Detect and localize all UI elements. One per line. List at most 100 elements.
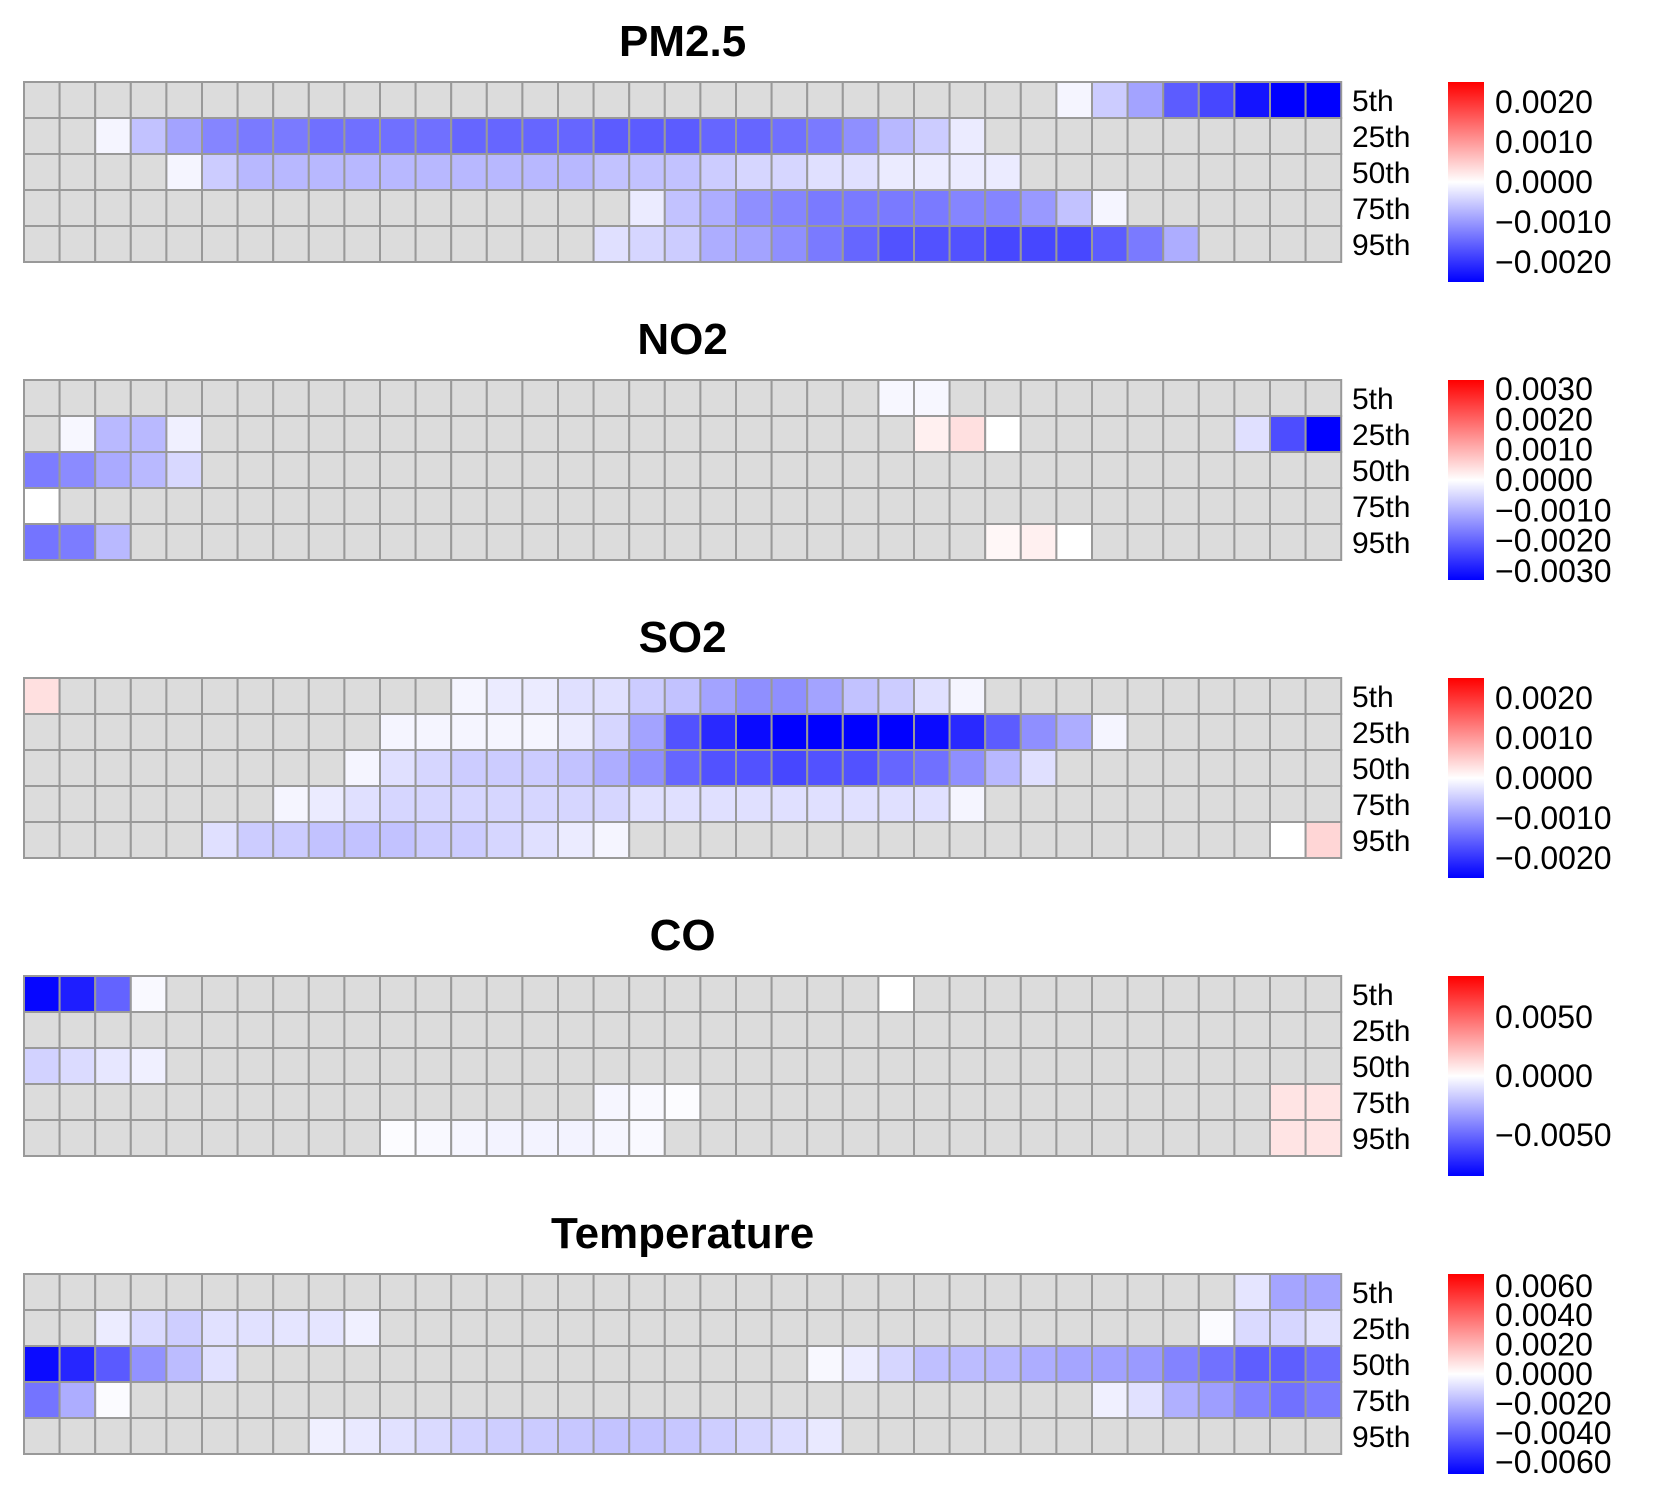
heatmap-cell-pm2-5-r4-c20 — [735, 225, 773, 263]
heatmap-cell-no2-r0-c34 — [1233, 379, 1272, 417]
heatmap-cell-no2-r1-c10 — [379, 415, 417, 453]
heatmap-cell-so2-r4-c32 — [1162, 821, 1200, 859]
heatmap-cell-co-r0-c0 — [23, 975, 61, 1013]
heatmap-cell-so2-r0-c1 — [58, 677, 97, 715]
heatmap-cell-so2-r2-c6 — [236, 749, 275, 787]
heatmap-cell-pm2-5-r3-c9 — [343, 189, 381, 227]
heatmap-cell-pm2-5-r0-c16 — [592, 81, 631, 119]
row-label-temperature-5th: 5th — [1352, 1277, 1394, 1310]
legend-tick-label-no2-4: −0.0010 — [1495, 492, 1612, 528]
heatmap-cell-co-r1-c25 — [913, 1011, 951, 1049]
heatmap-cell-pm2-5-r0-c6 — [236, 81, 275, 119]
heatmap-cell-no2-r1-c23 — [841, 415, 880, 453]
heatmap-cell-so2-r2-c35 — [1269, 749, 1307, 787]
heatmap-cell-no2-r1-c18 — [663, 415, 702, 453]
heatmap-cell-temperature-r4-c5 — [201, 1417, 239, 1455]
heatmap-cell-co-r4-c23 — [841, 1119, 880, 1157]
heatmap-cell-so2-r3-c1 — [58, 785, 97, 823]
heatmap-cell-so2-r2-c15 — [557, 749, 595, 787]
heatmap-cell-pm2-5-r3-c4 — [165, 189, 203, 227]
heatmap-cell-pm2-5-r2-c8 — [307, 153, 346, 191]
heatmap-cell-temperature-r3-c7 — [272, 1381, 310, 1419]
row-label-temperature-25th: 25th — [1352, 1313, 1410, 1346]
heatmap-cell-temperature-r4-c15 — [557, 1417, 595, 1455]
heatmap-cell-no2-r2-c7 — [272, 451, 310, 489]
heatmap-cell-pm2-5-r3-c3 — [129, 189, 168, 227]
heatmap-cell-so2-r2-c21 — [770, 749, 809, 787]
heatmap-cell-no2-r3-c6 — [236, 487, 275, 525]
heatmap-cell-co-r1-c8 — [307, 1011, 346, 1049]
heatmap-cell-no2-r2-c25 — [913, 451, 951, 489]
heatmap-cell-pm2-5-r3-c1 — [58, 189, 97, 227]
heatmap-cell-so2-r4-c21 — [770, 821, 809, 859]
heatmap-cell-so2-r4-c17 — [628, 821, 666, 859]
heatmap-cell-pm2-5-r0-c22 — [806, 81, 844, 119]
heatmap-cell-so2-r2-c25 — [913, 749, 951, 787]
heatmap-cell-co-r4-c3 — [129, 1119, 168, 1157]
heatmap-cell-co-r1-c34 — [1233, 1011, 1272, 1049]
heatmap-cell-no2-r3-c27 — [984, 487, 1022, 525]
heatmap-cell-no2-r0-c7 — [272, 379, 310, 417]
heatmap-cell-co-r4-c32 — [1162, 1119, 1200, 1157]
heatmap-cell-no2-r0-c26 — [948, 379, 987, 417]
heatmap-cell-co-r0-c12 — [450, 975, 488, 1013]
heatmap-cell-no2-r0-c36 — [1304, 379, 1343, 417]
heatmap-cell-pm2-5-r1-c36 — [1304, 117, 1343, 155]
heatmap-cell-co-r2-c12 — [450, 1047, 488, 1085]
heatmap-cell-temperature-r4-c9 — [343, 1417, 381, 1455]
heatmap-cell-pm2-5-r1-c26 — [948, 117, 987, 155]
heatmap-cell-so2-r4-c24 — [877, 821, 916, 859]
heatmap-cell-co-r3-c14 — [521, 1083, 560, 1121]
heatmap-cell-temperature-r1-c9 — [343, 1309, 381, 1347]
heatmap-cell-pm2-5-r0-c34 — [1233, 81, 1272, 119]
heatmap-cell-co-r4-c6 — [236, 1119, 275, 1157]
heatmap-cell-so2-r0-c9 — [343, 677, 381, 715]
heatmap-cell-co-r1-c29 — [1055, 1011, 1094, 1049]
heatmap-cell-so2-r1-c31 — [1126, 713, 1165, 751]
heatmap-cell-pm2-5-r1-c24 — [877, 117, 916, 155]
heatmap-cell-so2-r4-c26 — [948, 821, 987, 859]
heatmap-cell-no2-r2-c17 — [628, 451, 666, 489]
heatmap-cell-pm2-5-r2-c18 — [663, 153, 702, 191]
heatmap-cell-pm2-5-r4-c0 — [23, 225, 61, 263]
heatmap-cell-temperature-r4-c32 — [1162, 1417, 1200, 1455]
heatmap-cell-so2-r2-c10 — [379, 749, 417, 787]
heatmap-cell-no2-r4-c28 — [1019, 523, 1058, 561]
heatmap-cell-so2-r4-c2 — [94, 821, 132, 859]
heatmap-cell-co-r1-c32 — [1162, 1011, 1200, 1049]
heatmap-cell-so2-r0-c33 — [1197, 677, 1236, 715]
row-label-co-75th: 75th — [1352, 1087, 1410, 1120]
heatmap-cell-co-r1-c30 — [1091, 1011, 1129, 1049]
heatmap-cell-co-r0-c2 — [94, 975, 132, 1013]
heatmap-cell-pm2-5-r2-c30 — [1091, 153, 1129, 191]
heatmap-cell-temperature-r4-c28 — [1019, 1417, 1058, 1455]
heatmap-cell-pm2-5-r1-c13 — [485, 117, 524, 155]
heatmap-cell-pm2-5-r3-c33 — [1197, 189, 1236, 227]
heatmap-cell-no2-r4-c17 — [628, 523, 666, 561]
heatmap-cell-pm2-5-r3-c12 — [450, 189, 488, 227]
heatmap-cell-co-r0-c26 — [948, 975, 987, 1013]
heatmap-cell-pm2-5-r1-c16 — [592, 117, 631, 155]
heatmap-cell-co-r1-c2 — [94, 1011, 132, 1049]
row-label-pm2-5-95th: 95th — [1352, 229, 1410, 262]
heatmap-cell-so2-r0-c3 — [129, 677, 168, 715]
heatmap-cell-temperature-r0-c26 — [948, 1273, 987, 1311]
heatmap-cell-no2-r3-c18 — [663, 487, 702, 525]
heatmap-cell-no2-r1-c20 — [735, 415, 773, 453]
heatmap-cell-pm2-5-r3-c25 — [913, 189, 951, 227]
heatmap-cell-temperature-r4-c26 — [948, 1417, 987, 1455]
heatmap-cell-co-r1-c23 — [841, 1011, 880, 1049]
heatmap-cell-temperature-r4-c23 — [841, 1417, 880, 1455]
heatmap-cell-so2-r1-c9 — [343, 713, 381, 751]
heatmap-cell-co-r3-c3 — [129, 1083, 168, 1121]
heatmap-cell-co-r2-c29 — [1055, 1047, 1094, 1085]
heatmap-cell-no2-r3-c21 — [770, 487, 809, 525]
heatmap-cell-no2-r0-c0 — [23, 379, 61, 417]
heatmap-cell-temperature-r3-c11 — [414, 1381, 453, 1419]
heatmap-cell-so2-r3-c36 — [1304, 785, 1343, 823]
heatmap-cell-pm2-5-r0-c18 — [663, 81, 702, 119]
heatmap-cell-pm2-5-r0-c30 — [1091, 81, 1129, 119]
heatmap-cell-co-r2-c26 — [948, 1047, 987, 1085]
heatmap-cell-temperature-r2-c7 — [272, 1345, 310, 1383]
